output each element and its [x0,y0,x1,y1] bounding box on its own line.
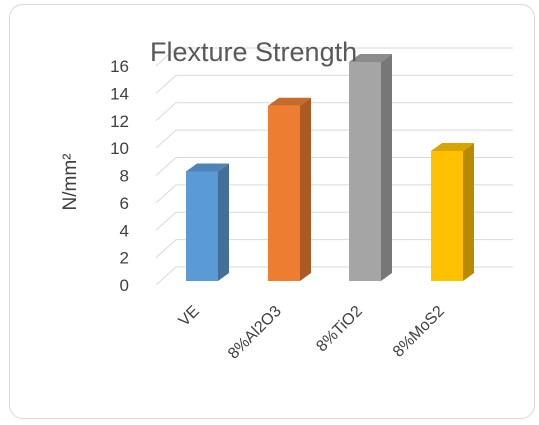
gridline [155,239,513,258]
y-tick-label: 2 [120,249,129,268]
category-label: VE [176,303,203,330]
bar-side [218,163,229,281]
bar [349,54,392,281]
bar-top [268,97,311,106]
bar-top [349,54,392,62]
y-tick-label: 12 [110,112,129,131]
y-tick-label: 4 [120,221,129,240]
chart-title: Flexture Strength [150,37,357,67]
bar [186,163,229,281]
bar [431,142,474,281]
gridline [155,47,513,67]
bar [268,97,311,281]
bar-top [431,142,474,151]
y-tick-label: 14 [110,84,129,103]
bars [186,54,474,281]
gridline [155,211,513,231]
bar-side [463,142,474,281]
gridline [155,102,513,122]
gridlines [155,47,513,286]
y-tick-label: 0 [120,276,129,295]
y-tick-label: 8 [120,167,129,186]
gridline [155,266,513,286]
bar-front [349,62,381,281]
y-tick-label: 16 [110,57,129,76]
gridline [155,74,513,94]
category-label: 8%TiO2 [313,303,366,356]
gridline [155,157,513,176]
bar-front [431,150,463,281]
gridline [155,184,513,204]
y-axis-title: N/mm² [60,154,81,211]
gridline [155,129,513,149]
bar-front [186,171,218,281]
bar-top [186,163,229,172]
bar-side [300,97,311,281]
x-axis-categories: VE 8%Al2O3 8%TiO2 8%MoS2 [176,303,448,363]
category-label: 8%MoS2 [390,303,448,361]
category-label: 8%Al2O3 [225,303,285,363]
y-tick-label: 6 [120,194,129,213]
bar-front [268,105,300,281]
y-tick-label: 10 [110,139,129,158]
bar-side [381,54,392,281]
y-axis-ticks: 0 2 4 6 8 10 12 14 16 [110,57,129,295]
